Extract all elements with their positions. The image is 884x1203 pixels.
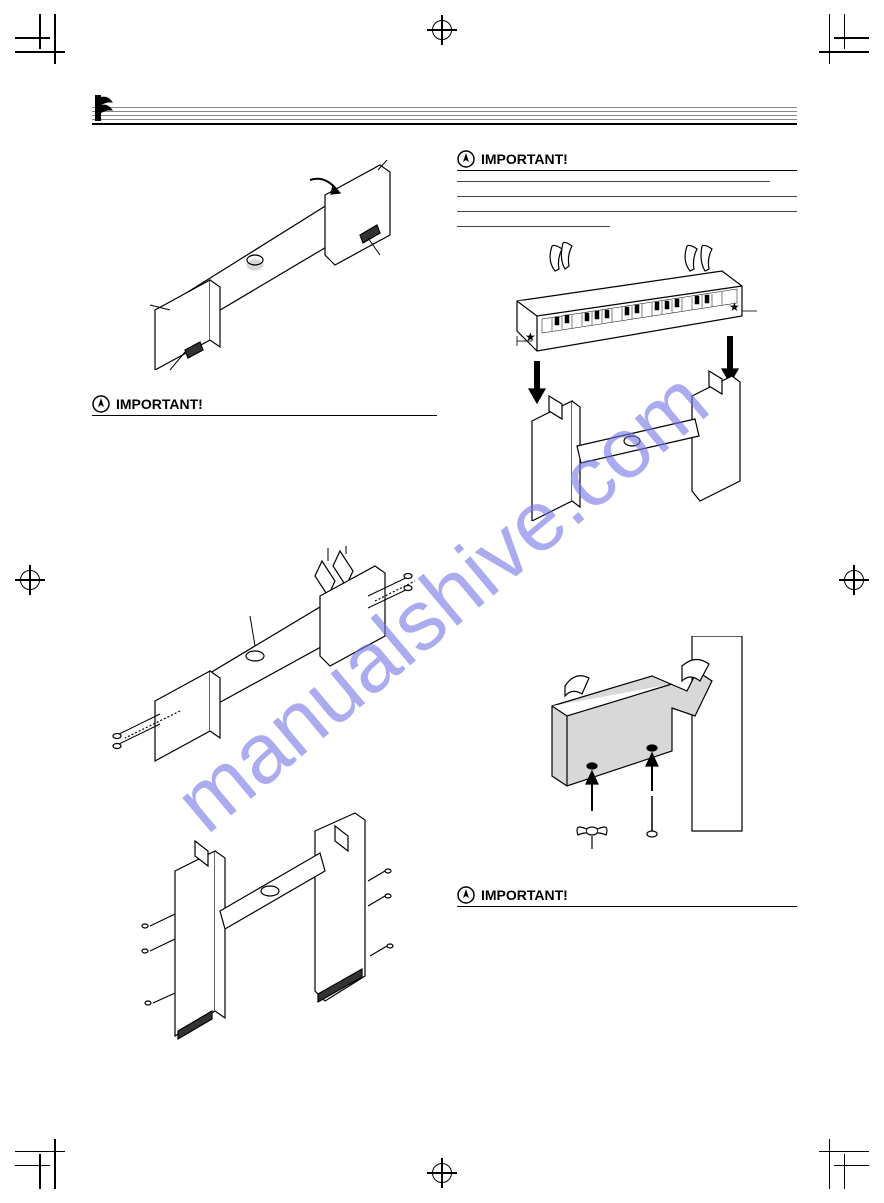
important-callout-right-bottom: IMPORTANT!: [457, 886, 797, 907]
svg-text:★: ★: [729, 300, 740, 314]
registration-mark-right: [839, 565, 869, 595]
diagram-crossbar-screws: [92, 546, 437, 771]
registration-mark-top: [427, 15, 457, 45]
important-label: IMPORTANT!: [116, 396, 203, 412]
important-callout-left: IMPORTANT!: [92, 395, 437, 416]
musical-note-icon: [95, 95, 117, 130]
important-label: IMPORTANT!: [481, 151, 568, 167]
important-icon: [457, 150, 475, 168]
important-label: IMPORTANT!: [481, 887, 568, 903]
header-staff-lines: [92, 107, 797, 128]
important-callout-right-top: IMPORTANT!: [457, 150, 797, 227]
important-icon: [92, 395, 110, 413]
diagram-piano-placement: ★ ★: [457, 241, 797, 526]
registration-mark-left: [15, 565, 45, 595]
important-icon: [457, 886, 475, 904]
registration-mark-bottom: [427, 1158, 457, 1188]
diagram-crossbar-brackets: [92, 160, 437, 375]
svg-text:★: ★: [525, 330, 536, 344]
diagram-bracket-wingnut: [457, 636, 797, 871]
diagram-stand-assembled: [92, 811, 437, 1046]
